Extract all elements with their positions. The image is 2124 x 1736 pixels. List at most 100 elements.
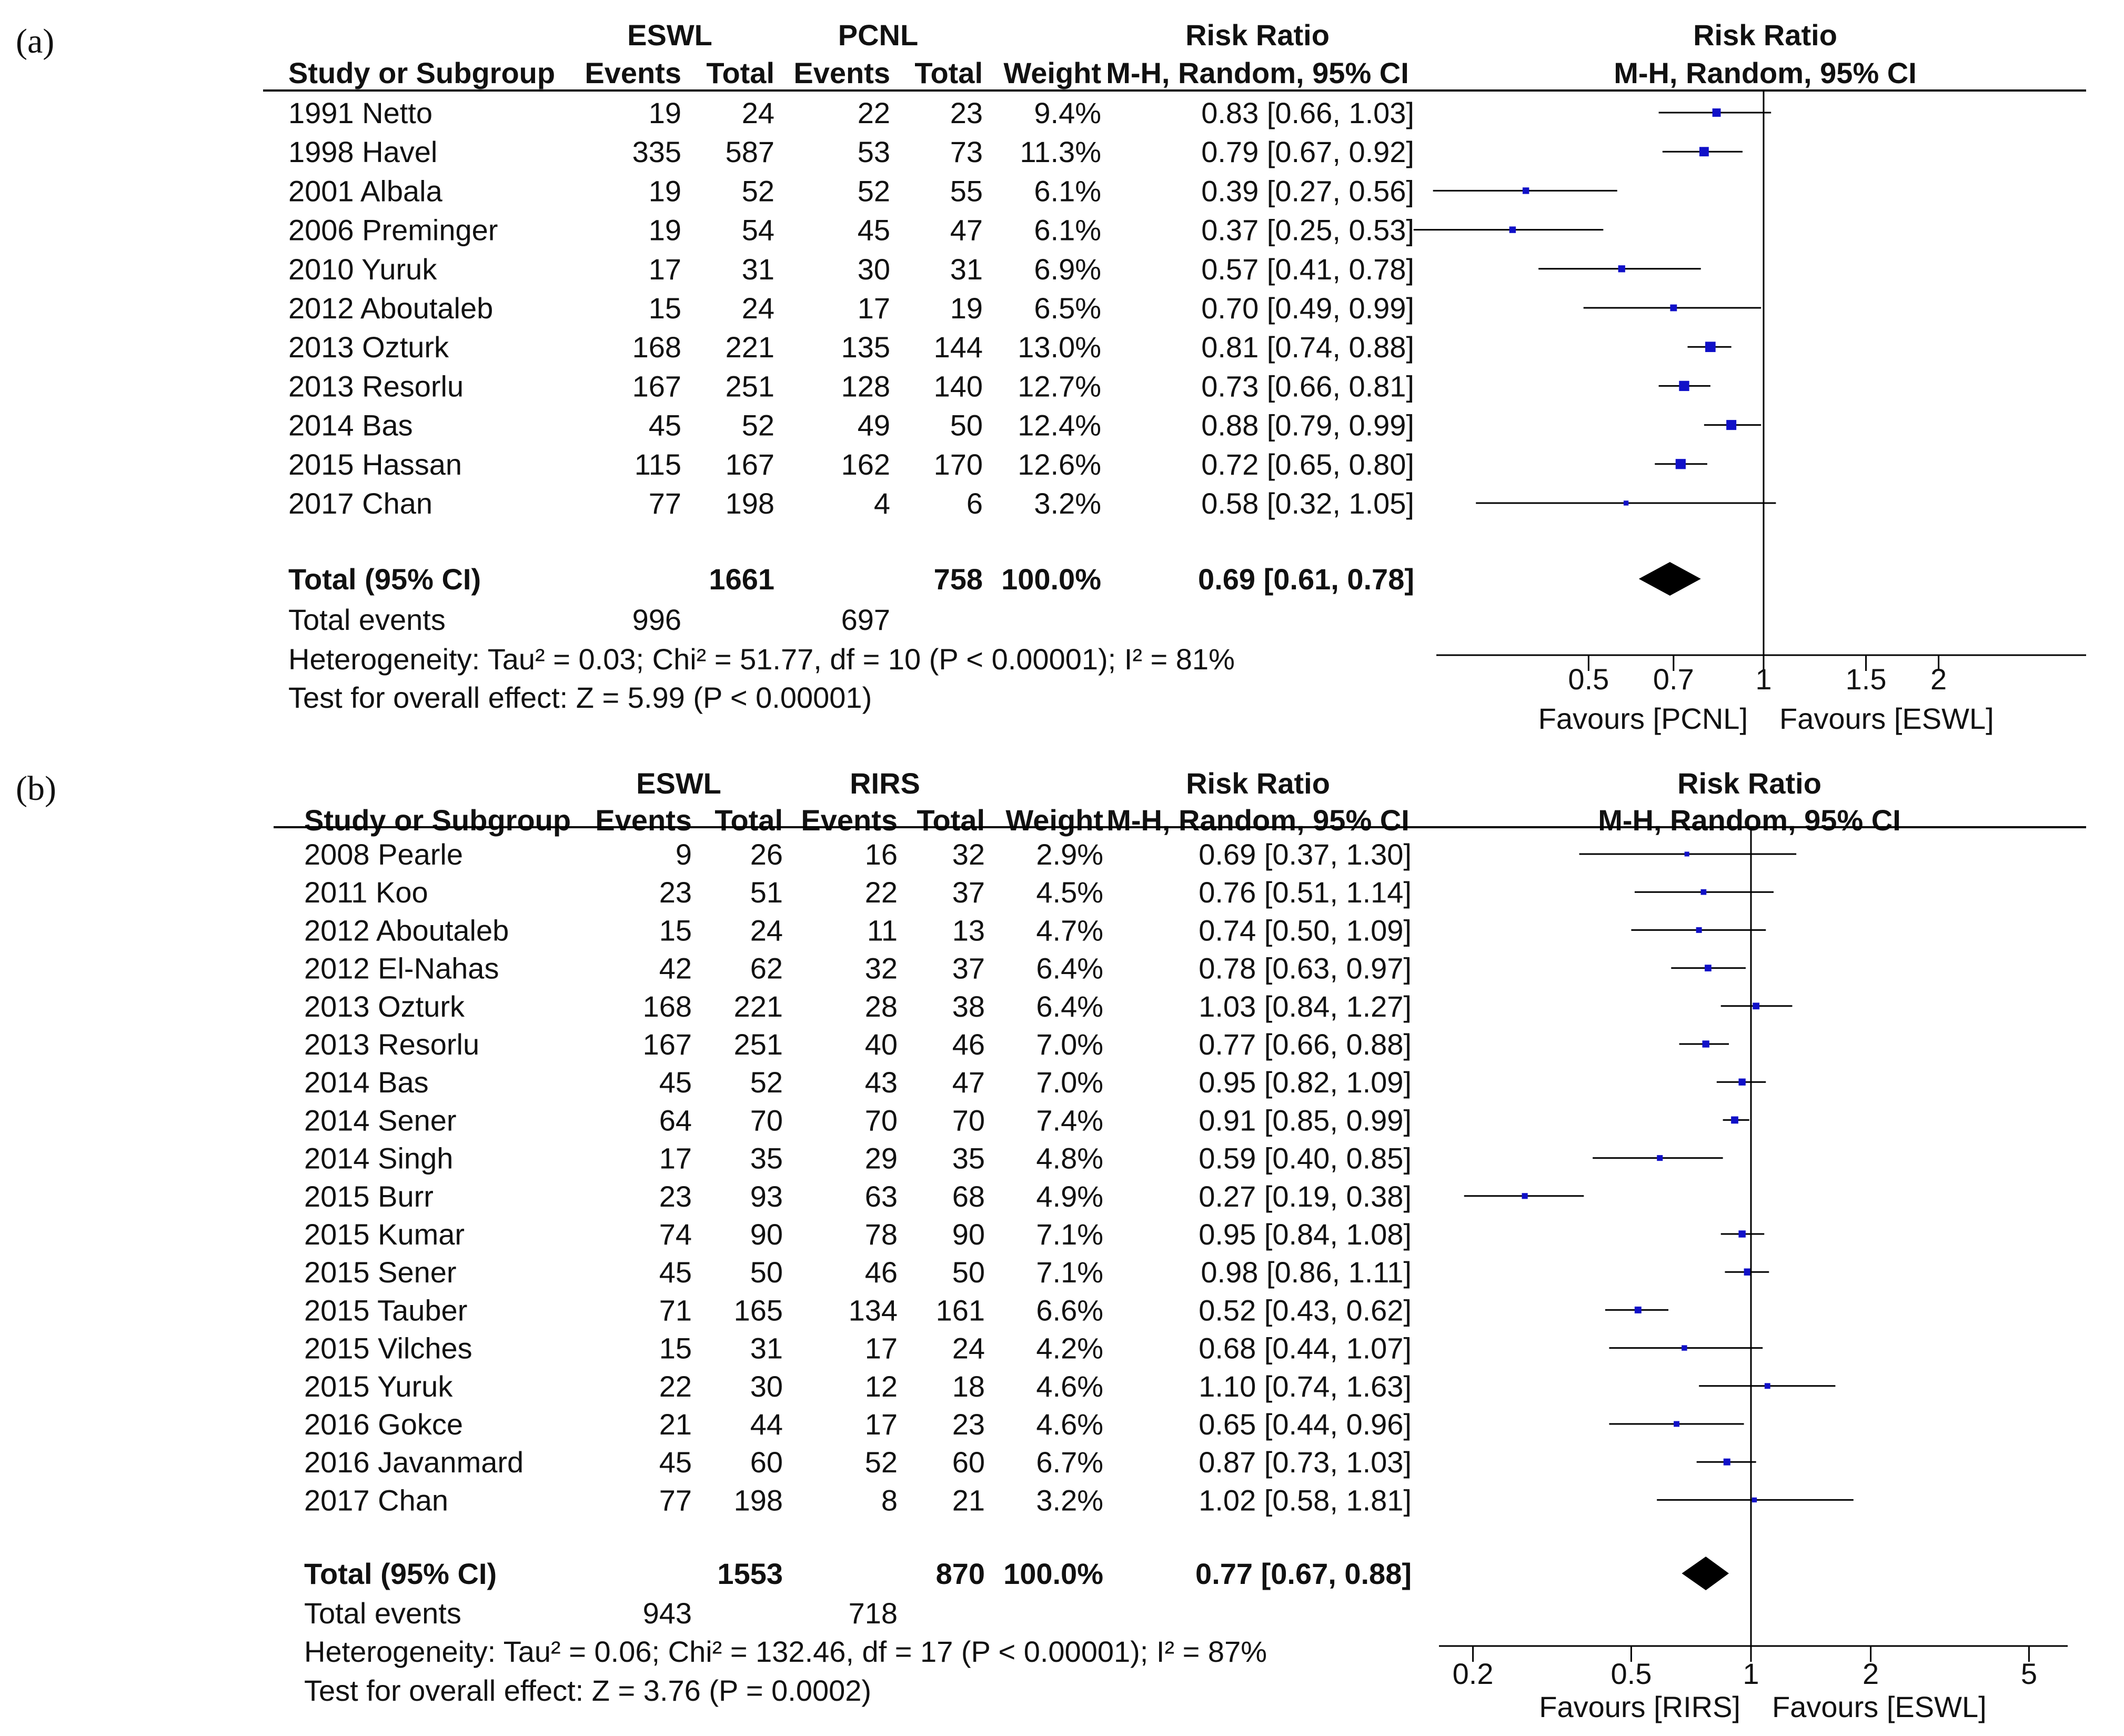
exp-events: 17 xyxy=(659,1142,692,1175)
panel-label: (b) xyxy=(16,769,56,808)
panel-b: (b) ESWL RIRS Risk Ratio Risk Ratio Study or … xyxy=(16,767,2086,1723)
ctrl-total: 170 xyxy=(934,448,983,481)
ctrl-events: 52 xyxy=(858,174,890,207)
ctrl-total: 144 xyxy=(934,330,983,364)
exp-events: 45 xyxy=(659,1446,692,1479)
ctrl-total: 50 xyxy=(952,1256,985,1289)
risk-ratio-ci: 0.69 [0.37, 1.30] xyxy=(1199,838,1412,871)
point-estimate-marker xyxy=(1682,1345,1687,1351)
study-row: 2008 Pearle 9 26 16 32 2.9% 0.69 [0.37, 1.30] xyxy=(304,838,1797,871)
study-name: 2010 Yuruk xyxy=(288,253,437,286)
ctrl-events: 29 xyxy=(865,1142,898,1175)
point-estimate-marker xyxy=(1674,1421,1679,1427)
header-ctrl-group: PCNL xyxy=(838,18,918,52)
risk-ratio-ci: 0.77 [0.66, 0.88] xyxy=(1199,1028,1412,1061)
x-tick-label: 1 xyxy=(1743,1657,1759,1690)
exp-total: 31 xyxy=(750,1332,783,1365)
exp-events: 45 xyxy=(659,1066,692,1099)
total-exp-total: 1553 xyxy=(717,1557,783,1590)
ctrl-total: 46 xyxy=(952,1028,985,1061)
study-name: 2017 Chan xyxy=(304,1483,448,1517)
pooled-estimate-diamond xyxy=(1682,1557,1729,1590)
panel-label: (a) xyxy=(16,22,54,61)
study-row: 2013 Ozturk 168 221 28 38 6.4% 1.03 [0.84, 1.2… xyxy=(304,990,1793,1023)
header-exp-group: ESWL xyxy=(627,18,712,52)
x-tick-label: 0.5 xyxy=(1568,663,1609,696)
weight: 6.4% xyxy=(1036,952,1103,985)
total-label: Total (95% CI) xyxy=(288,563,481,596)
total-row: Total (95% CI) 1661 758 100.0% 0.69 [0.61, 0… xyxy=(288,562,1701,596)
study-row: 2017 Chan 77 198 8 21 3.2% 1.02 [0.58, 1.81] xyxy=(304,1483,1854,1517)
header-exp-total: Total xyxy=(714,804,783,837)
risk-ratio-ci: 0.70 [0.49, 0.99] xyxy=(1201,292,1414,325)
weight: 3.2% xyxy=(1036,1483,1103,1517)
risk-ratio-ci: 0.65 [0.44, 0.96] xyxy=(1199,1408,1412,1441)
exp-events: 19 xyxy=(649,214,681,247)
favours-right-label: Favours [ESWL] xyxy=(1779,702,1994,735)
favours-left-label: Favours [PCNL] xyxy=(1538,702,1748,735)
study-name: 2016 Javanmard xyxy=(304,1446,524,1479)
study-name: 2012 Aboutaleb xyxy=(304,914,509,947)
total-events-label: Total events xyxy=(288,603,446,636)
ctrl-events: 45 xyxy=(858,214,890,247)
exp-total: 52 xyxy=(750,1066,783,1099)
ctrl-total: 24 xyxy=(952,1332,985,1365)
header-exp-total: Total xyxy=(706,56,774,89)
exp-events: 23 xyxy=(659,876,692,909)
point-estimate-marker xyxy=(1712,108,1721,117)
point-estimate-marker xyxy=(1696,927,1702,933)
ctrl-total: 37 xyxy=(952,952,985,985)
point-estimate-marker xyxy=(1738,1078,1746,1086)
study-row: 2011 Koo 23 51 22 37 4.5% 0.76 [0.51, 1.14] xyxy=(304,876,1774,909)
exp-total: 24 xyxy=(742,96,774,129)
header-plot-rr-title: Risk Ratio xyxy=(1693,18,1837,52)
study-name: 2013 Ozturk xyxy=(304,990,465,1023)
header-ctrl-total: Total xyxy=(914,56,983,89)
weight: 4.5% xyxy=(1036,876,1103,909)
ctrl-total: 60 xyxy=(952,1446,985,1479)
risk-ratio-ci: 0.73 [0.66, 0.81] xyxy=(1201,369,1414,403)
header-study: Study or Subgroup xyxy=(304,804,571,837)
point-estimate-marker xyxy=(1700,889,1707,895)
total-row: Total (95% CI) 1553 870 100.0% 0.77 [0.67, 0… xyxy=(304,1557,1729,1590)
point-estimate-marker xyxy=(1684,851,1689,857)
point-estimate-marker xyxy=(1623,500,1629,506)
point-estimate-marker xyxy=(1723,1458,1730,1466)
risk-ratio-ci: 0.59 [0.40, 0.85] xyxy=(1199,1142,1412,1175)
ctrl-events: 43 xyxy=(865,1066,898,1099)
exp-events: 45 xyxy=(659,1256,692,1289)
study-row: 2013 Resorlu 167 251 40 46 7.0% 0.77 [0.66, 0.… xyxy=(304,1028,1729,1061)
weight: 9.4% xyxy=(1034,96,1101,129)
overall-effect-text: Test for overall effect: Z = 3.76 (P = 0… xyxy=(304,1674,871,1707)
study-name: 2015 Tauber xyxy=(304,1293,467,1327)
ctrl-total: 6 xyxy=(967,487,983,520)
study-row: 2015 Hassan 115 167 162 170 12.6% 0.72 [0.65, … xyxy=(288,448,1707,481)
ctrl-total: 37 xyxy=(952,876,985,909)
study-row: 2012 El-Nahas 42 62 32 37 6.4% 0.78 [0.63, 0.9… xyxy=(304,952,1746,985)
ctrl-events: 78 xyxy=(865,1218,898,1251)
header-weight: Weight xyxy=(1003,56,1101,89)
point-estimate-marker xyxy=(1699,147,1709,157)
exp-events: 115 xyxy=(635,448,681,481)
exp-total: 62 xyxy=(750,952,783,985)
weight: 6.4% xyxy=(1036,990,1103,1023)
study-name: 2013 Ozturk xyxy=(288,330,449,364)
ctrl-total: 47 xyxy=(950,214,983,247)
exp-events: 77 xyxy=(659,1483,692,1517)
weight: 6.9% xyxy=(1034,253,1101,286)
exp-events: 71 xyxy=(659,1293,692,1327)
ctrl-total: 38 xyxy=(952,990,985,1023)
weight: 7.0% xyxy=(1036,1028,1103,1061)
total-risk-ratio-ci: 0.69 [0.61, 0.78] xyxy=(1198,563,1414,596)
risk-ratio-ci: 1.03 [0.84, 1.27] xyxy=(1199,990,1412,1023)
exp-total: 167 xyxy=(726,448,774,481)
risk-ratio-ci: 0.95 [0.84, 1.08] xyxy=(1199,1218,1412,1251)
risk-ratio-ci: 0.68 [0.44, 1.07] xyxy=(1199,1332,1412,1365)
study-row: 2015 Burr 23 93 63 68 4.9% 0.27 [0.19, 0.38] xyxy=(304,1180,1584,1213)
header-exp-events: Events xyxy=(595,804,692,837)
heterogeneity-text: Heterogeneity: Tau² = 0.03; Chi² = 51.77… xyxy=(288,643,1235,676)
ctrl-total: 21 xyxy=(952,1483,985,1517)
study-name: 2011 Koo xyxy=(304,876,428,909)
point-estimate-marker xyxy=(1702,1040,1709,1048)
